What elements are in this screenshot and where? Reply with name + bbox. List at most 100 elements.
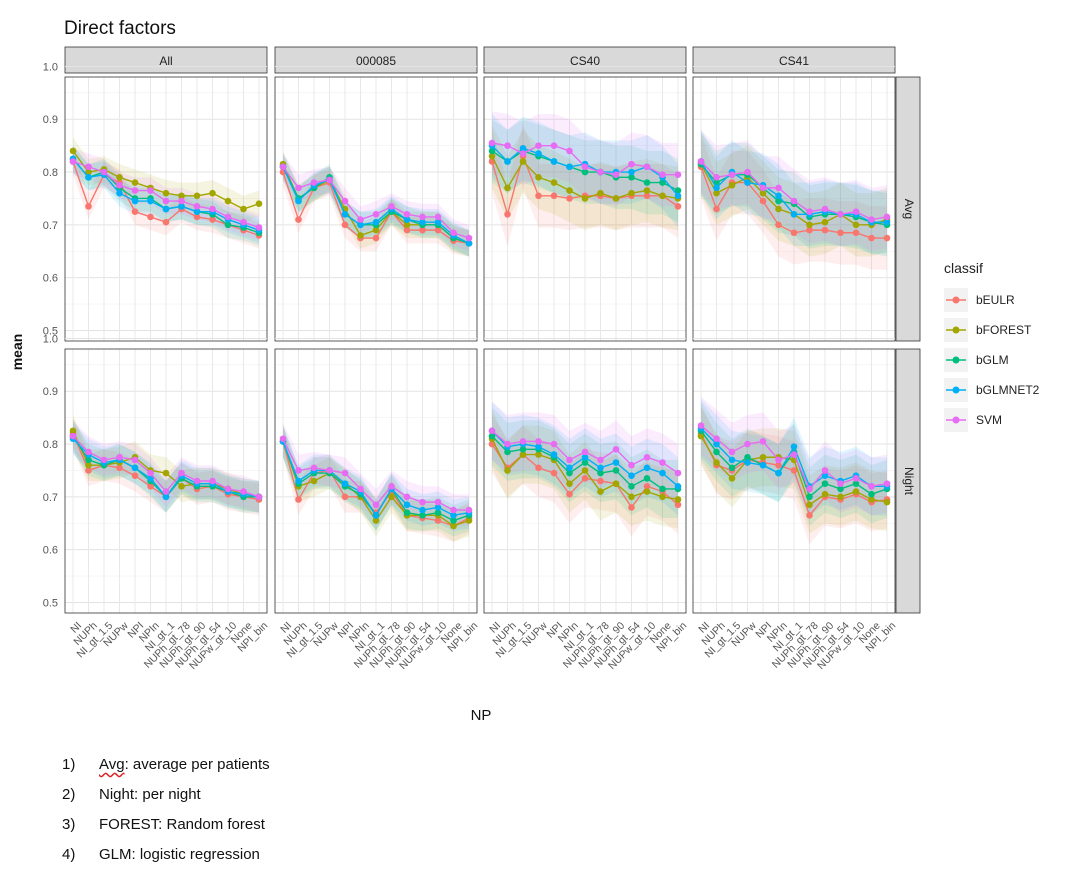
data-point: [403, 226, 411, 234]
panel: [692, 337, 896, 614]
data-point: [372, 218, 380, 226]
data-point: [868, 216, 875, 223]
data-point: [659, 171, 666, 178]
data-point: [434, 226, 442, 234]
panel: [483, 65, 687, 342]
data-point: [713, 440, 720, 448]
confidence-band: [73, 417, 259, 516]
data-point: [519, 446, 527, 453]
faceted-line-chart: Direct factors mean NP All 000085 CS40 CS41…: [9, 18, 1040, 724]
data-point: [465, 506, 473, 514]
data-point: [612, 171, 620, 178]
data-point: [659, 179, 666, 186]
note-number: 4): [62, 846, 76, 863]
confidence-band: [701, 132, 887, 257]
data-point: [852, 488, 860, 495]
data-point: [535, 174, 542, 181]
data-point: [674, 482, 682, 490]
data-point: [465, 234, 473, 242]
data-point: [310, 179, 318, 186]
data-point: [597, 488, 604, 495]
data-point: [434, 218, 442, 226]
data-point: [535, 150, 542, 157]
data-point: [434, 509, 442, 516]
data-point: [240, 205, 247, 213]
notes-list: 1) Avg: average per patients 2) Night: p…: [62, 756, 270, 876]
data-point: [790, 229, 798, 237]
data-point: [837, 493, 844, 501]
data-point: [775, 456, 782, 464]
y-tick-label: 0.8: [43, 439, 58, 451]
panel: [483, 337, 687, 614]
data-point: [519, 150, 527, 157]
data-point: [131, 179, 139, 186]
data-point: [147, 482, 154, 490]
data-point: [488, 152, 496, 160]
data-point: [209, 477, 216, 485]
data-point: [883, 480, 891, 487]
data-point: [450, 512, 457, 519]
legend-marker: [952, 416, 960, 424]
data-point: [643, 464, 651, 472]
data-point: [240, 488, 247, 495]
legend-label: bGLM: [976, 353, 1009, 367]
y-tick-label: 0.7: [43, 492, 58, 504]
data-point: [744, 179, 751, 186]
data-point: [403, 216, 411, 223]
data-point: [450, 229, 457, 237]
data-point: [403, 221, 411, 229]
data-point: [162, 197, 170, 205]
confidence-band: [701, 129, 887, 254]
data-point: [643, 192, 651, 200]
y-tick-label: 1.0: [43, 333, 58, 345]
data-point: [566, 480, 573, 487]
data-point: [806, 512, 813, 519]
data-point: [162, 218, 170, 226]
data-point: [550, 179, 558, 186]
data-point: [806, 226, 813, 234]
data-point: [697, 158, 705, 165]
data-point: [868, 496, 875, 503]
data-point: [419, 512, 426, 519]
data-point: [255, 224, 263, 231]
data-point: [372, 501, 380, 509]
panel: [274, 65, 478, 342]
data-point: [759, 184, 767, 192]
data-point: [224, 221, 232, 229]
data-point: [224, 485, 232, 493]
data-point: [116, 464, 123, 472]
data-point: [759, 197, 767, 205]
data-point: [628, 461, 635, 469]
facet-strip: [692, 46, 896, 74]
data-point: [434, 517, 442, 524]
data-point: [535, 438, 542, 445]
data-point: [162, 469, 170, 477]
data-point: [504, 448, 511, 456]
data-point: [69, 432, 77, 440]
data-point: [775, 461, 782, 469]
data-point: [295, 477, 302, 485]
data-point: [147, 475, 154, 482]
data-point: [790, 443, 798, 450]
data-point: [341, 197, 349, 205]
data-point: [178, 482, 185, 490]
note-number: 3): [62, 816, 76, 833]
data-point: [341, 210, 349, 218]
data-point: [419, 498, 426, 506]
data-point: [643, 163, 651, 171]
data-point: [116, 174, 123, 181]
data-point: [147, 213, 154, 221]
data-point: [162, 189, 170, 197]
data-point: [295, 184, 302, 192]
data-point: [581, 453, 589, 461]
y-axis-label: mean: [9, 334, 25, 371]
data-point: [821, 226, 829, 234]
data-point: [209, 216, 216, 223]
data-point: [744, 459, 751, 466]
data-point: [178, 469, 185, 477]
data-point: [162, 205, 170, 213]
data-point: [581, 163, 589, 171]
confidence-band: [701, 129, 887, 252]
panel-border: [274, 348, 478, 614]
data-point: [535, 451, 542, 458]
